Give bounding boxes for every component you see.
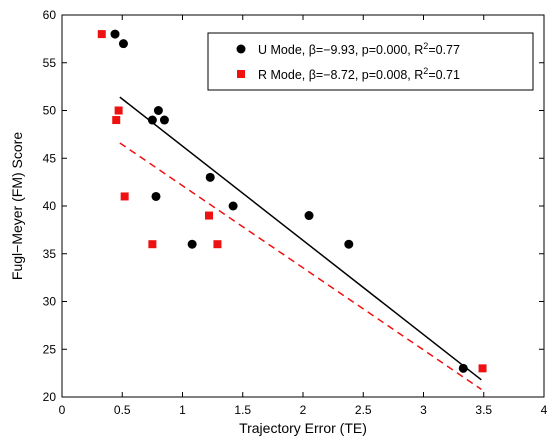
data-point-u-mode xyxy=(344,239,354,249)
data-point-u-mode xyxy=(304,211,314,221)
y-tick-label: 40 xyxy=(43,199,57,213)
y-tick-label: 35 xyxy=(43,247,57,261)
legend-text-r-mode: R Mode, β=−8.72, p=0.008, R xyxy=(258,68,423,82)
data-point-r-mode xyxy=(148,240,157,249)
data-point-r-mode xyxy=(120,192,129,201)
data-point-u-mode xyxy=(110,29,120,39)
legend-marker-r-mode xyxy=(237,70,245,78)
legend-text-u-mode: U Mode, β=−9.93, p=0.000, R xyxy=(258,43,423,57)
data-point-r-mode xyxy=(213,240,222,249)
legend-box xyxy=(207,32,534,91)
y-tick-label: 30 xyxy=(43,295,57,309)
y-tick-label: 20 xyxy=(43,390,57,404)
data-point-u-mode xyxy=(118,39,128,49)
legend: U Mode, β=−9.93, p=0.000, R2=0.77 R Mode… xyxy=(207,32,534,91)
x-axis-label: Trajectory Error (TE) xyxy=(239,420,367,436)
data-points xyxy=(97,29,487,373)
data-point-r-mode xyxy=(205,211,214,220)
legend-tail-u-mode: =0.77 xyxy=(428,43,460,57)
legend-entry-r-mode: R Mode, β=−8.72, p=0.008, R2=0.71 xyxy=(258,66,460,82)
legend-tail-r-mode: =0.71 xyxy=(428,68,460,82)
axis-ticks: 0 0.5 1 1.5 2 2.5 3 3.5 4 20 25 30 35 40 45 50 55 60 xyxy=(43,8,547,417)
x-tick-label: 2 xyxy=(300,403,307,417)
data-point-u-mode xyxy=(147,115,157,125)
data-point-u-mode xyxy=(151,191,161,201)
y-tick-label: 50 xyxy=(43,104,57,118)
data-point-u-mode xyxy=(228,201,238,211)
data-point-u-mode xyxy=(153,106,163,115)
data-point-r-mode xyxy=(478,364,487,373)
fit-lines xyxy=(119,96,482,390)
data-point-u-mode xyxy=(187,239,197,249)
data-point-u-mode xyxy=(159,115,169,125)
legend-entry-u-mode: U Mode, β=−9.93, p=0.000, R2=0.77 xyxy=(258,41,460,57)
y-tick-label: 25 xyxy=(43,342,57,356)
x-tick-label: 0.5 xyxy=(114,403,131,417)
data-point-r-mode xyxy=(114,106,123,115)
data-point-u-mode xyxy=(205,172,215,182)
data-point-r-mode xyxy=(112,116,121,125)
x-tick-label: 0 xyxy=(59,403,66,417)
x-tick-label: 1 xyxy=(179,403,186,417)
x-tick-label: 3.5 xyxy=(475,403,492,417)
x-tick-label: 2.5 xyxy=(355,403,372,417)
y-tick-label: 60 xyxy=(43,8,57,22)
y-tick-label: 45 xyxy=(43,151,57,165)
x-tick-label: 3 xyxy=(420,403,427,417)
data-point-r-mode xyxy=(97,30,106,39)
fit-line-r-mode xyxy=(119,142,482,390)
y-axis-label: Fugl−Meyer (FM) Score xyxy=(9,132,25,280)
y-tick-label: 55 xyxy=(43,56,57,70)
data-point-u-mode xyxy=(458,363,468,373)
fit-line-u-mode xyxy=(119,96,482,381)
x-tick-label: 1.5 xyxy=(234,403,251,417)
legend-marker-u-mode xyxy=(236,44,246,54)
legend-sup-u-mode: 2 xyxy=(423,41,428,51)
legend-sup-r-mode: 2 xyxy=(423,66,428,76)
x-tick-label: 4 xyxy=(541,403,547,417)
